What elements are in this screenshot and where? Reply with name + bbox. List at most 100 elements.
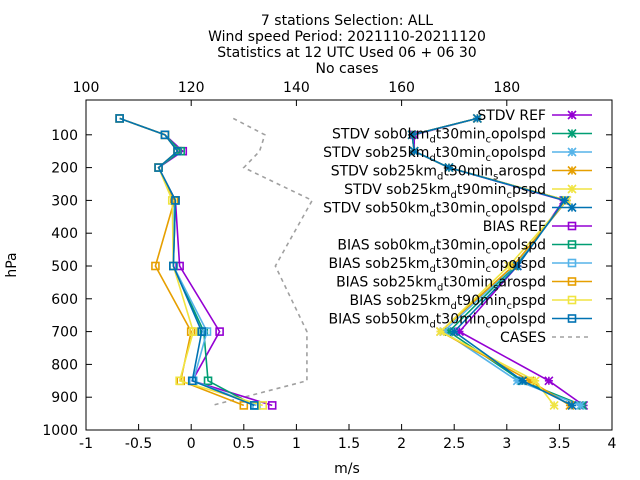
legend-marker — [567, 277, 577, 286]
legend-swatch — [552, 277, 592, 286]
y-tick-label: 1000 — [42, 423, 78, 439]
chart-title-line: 7 stations Selection: ALL — [261, 13, 433, 29]
legend-marker — [567, 184, 577, 194]
data-point — [171, 196, 180, 205]
y-tick-label: 100 — [51, 128, 78, 144]
legend-swatch — [552, 147, 592, 157]
legend-label: STDV sob25kmdt30minsarospd — [331, 164, 546, 183]
legend-label: BIAS sob50kmdt30mincopolspd — [328, 312, 546, 331]
data-point — [215, 327, 224, 336]
legend-swatch — [552, 258, 592, 268]
legend-swatch — [552, 165, 592, 176]
legend-label: STDV sob25kmdt90mincpspd — [344, 182, 546, 201]
series-line — [119, 117, 263, 407]
data-point — [197, 327, 207, 336]
data-point — [472, 113, 482, 123]
data-point — [267, 401, 277, 410]
legend-marker — [567, 221, 577, 231]
data-point — [454, 327, 465, 337]
legend-marker — [567, 202, 577, 213]
data-point — [504, 261, 514, 271]
chart-title-line: No cases — [316, 61, 379, 77]
x2-tick-label: 100 — [73, 80, 100, 96]
legend-label: STDV sob25kmdt30mincopolspd — [323, 145, 546, 164]
data-point — [549, 400, 559, 410]
x-axis-label: m/s — [334, 461, 360, 477]
data-point — [151, 261, 160, 271]
data-point — [560, 195, 570, 205]
x2-tick-label: 160 — [388, 80, 415, 96]
y-tick-label: 300 — [51, 193, 78, 209]
data-point — [187, 376, 197, 386]
legend-label: BIAS sob0kmdt30mincopolspd — [337, 238, 546, 257]
legend-label: BIAS sob25kmdt90mincpspd — [350, 293, 547, 312]
legend-label: BIAS sob25kmdt30minsarospd — [336, 275, 546, 294]
data-point — [435, 327, 446, 337]
data-point — [567, 400, 577, 410]
y-axis-label: hPa — [4, 252, 20, 277]
data-point — [407, 130, 417, 140]
legend-swatch — [552, 202, 592, 213]
legend-marker — [567, 128, 577, 139]
legend-swatch — [552, 314, 592, 323]
legend-marker — [567, 165, 577, 176]
series-line — [119, 117, 257, 407]
data-point — [202, 327, 212, 336]
x-tick-label: 3 — [502, 436, 511, 452]
legend-label: BIAS REF — [483, 219, 546, 235]
data-point — [258, 401, 268, 410]
data-point — [169, 261, 178, 271]
data-point — [189, 327, 198, 336]
legend-marker — [567, 295, 577, 305]
data-point — [173, 146, 182, 156]
legend-marker — [567, 240, 577, 249]
data-point — [444, 327, 454, 337]
series — [115, 114, 259, 410]
series-line — [119, 117, 255, 407]
legend-label: STDV sob0kmdt30mincopolspd — [332, 127, 546, 146]
y-tick-label: 800 — [51, 357, 78, 373]
x2-tick-label: 120 — [178, 80, 205, 96]
x-tick-label: 4 — [608, 436, 617, 452]
legend-swatch — [552, 184, 592, 194]
data-point — [250, 401, 259, 410]
legend-label: STDV sob50kmdt30mincopolspd — [323, 201, 546, 220]
data-point — [544, 376, 554, 386]
data-point — [154, 163, 163, 172]
legend-marker — [567, 258, 577, 268]
legend-swatch — [552, 128, 592, 139]
data-point — [525, 376, 535, 386]
chart-title-line: Statistics at 12 UTC Used 06 + 06 30 — [217, 45, 476, 61]
x-tick-label: 2 — [397, 436, 406, 452]
y-tick-label: 200 — [51, 161, 78, 177]
data-point — [449, 327, 459, 337]
legend-swatch — [552, 295, 592, 305]
x-tick-label: 0 — [187, 436, 196, 452]
legend-marker — [567, 110, 577, 120]
data-point — [530, 376, 540, 386]
legend-label: BIAS sob25kmdt30mincopolspd — [328, 256, 546, 275]
legend-swatch — [552, 221, 592, 231]
data-point — [444, 163, 454, 173]
data-point — [512, 261, 522, 271]
cases-line — [212, 117, 314, 407]
x2-tick-label: 180 — [493, 80, 520, 96]
x2-tick-label: 140 — [283, 80, 310, 96]
legend-swatch — [552, 110, 592, 120]
x-tick-label: 3.5 — [548, 436, 570, 452]
x-tick-label: -1 — [79, 436, 93, 452]
series — [115, 114, 259, 410]
data-point — [512, 376, 522, 386]
data-point — [115, 114, 124, 123]
x-tick-label: -0.5 — [125, 436, 152, 452]
y-tick-label: 700 — [51, 325, 78, 341]
y-tick-label: 900 — [51, 390, 78, 406]
data-point — [508, 261, 518, 271]
data-point — [160, 130, 170, 140]
series — [115, 114, 261, 410]
y-tick-label: 400 — [51, 226, 78, 242]
legend-label: CASES — [500, 330, 546, 346]
